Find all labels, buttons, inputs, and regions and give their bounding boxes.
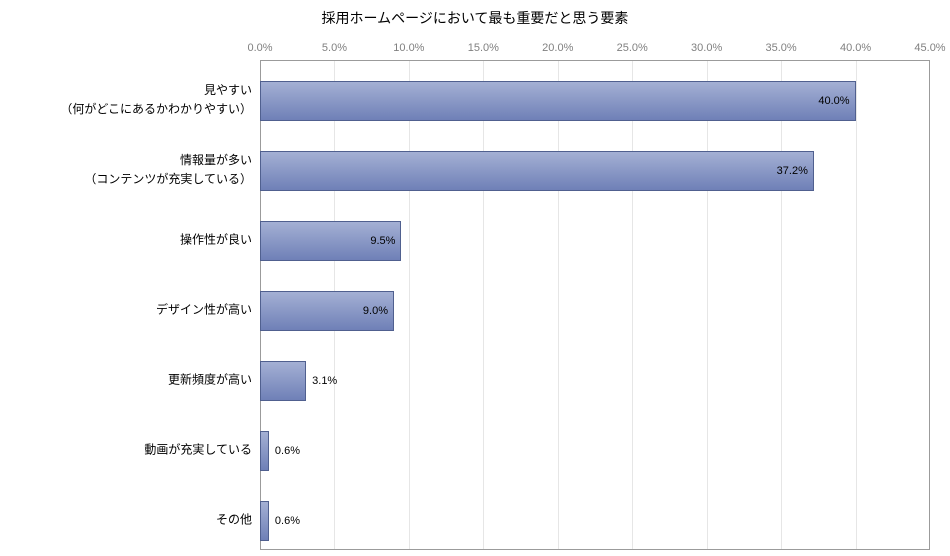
bar [260, 361, 306, 401]
category-label: デザイン性が高い [156, 300, 252, 319]
x-tick-label: 45.0% [914, 42, 945, 54]
bar [260, 431, 269, 471]
x-tick-label: 30.0% [691, 42, 722, 54]
x-tick-label: 5.0% [322, 42, 347, 54]
grid-line [558, 61, 559, 549]
category-label: 操作性が良い [180, 230, 252, 249]
x-tick-label: 40.0% [840, 42, 871, 54]
x-tick-label: 35.0% [766, 42, 797, 54]
bar-value-label: 0.6% [275, 445, 300, 457]
plot-area: 40.0% 37.2% 9.5% 9.0% 3.1% 0.6% 0.6% [260, 60, 930, 550]
grid-line [707, 61, 708, 549]
grid-line [409, 61, 410, 549]
grid-line [483, 61, 484, 549]
category-label: 情報量が多い（コンテンツが充実している） [84, 151, 252, 189]
category-label: 動画が充実している [144, 440, 252, 459]
category-label: 見やすい（何がどこにあるかわかりやすい） [60, 81, 252, 119]
bar [260, 81, 856, 121]
grid-line [781, 61, 782, 549]
bar-value-label: 0.6% [275, 515, 300, 527]
bar-value-label: 40.0% [818, 95, 849, 107]
x-tick-label: 10.0% [393, 42, 424, 54]
chart-title: 採用ホームページにおいて最も重要だと思う要素 [0, 8, 950, 28]
chart-container: 採用ホームページにおいて最も重要だと思う要素 40.0% 37.2% 9.5% 9.0… [0, 0, 950, 556]
bar-value-label: 9.0% [363, 305, 388, 317]
x-tick-label: 20.0% [542, 42, 573, 54]
grid-line [856, 61, 857, 549]
bar-value-label: 37.2% [777, 165, 808, 177]
grid-line [632, 61, 633, 549]
x-tick-label: 15.0% [468, 42, 499, 54]
x-tick-label: 0.0% [247, 42, 272, 54]
bar [260, 501, 269, 541]
category-label: その他 [216, 510, 252, 529]
category-label: 更新頻度が高い [168, 370, 252, 389]
bar [260, 151, 814, 191]
bar-value-label: 9.5% [370, 235, 395, 247]
bar-value-label: 3.1% [312, 375, 337, 387]
x-tick-label: 25.0% [617, 42, 648, 54]
